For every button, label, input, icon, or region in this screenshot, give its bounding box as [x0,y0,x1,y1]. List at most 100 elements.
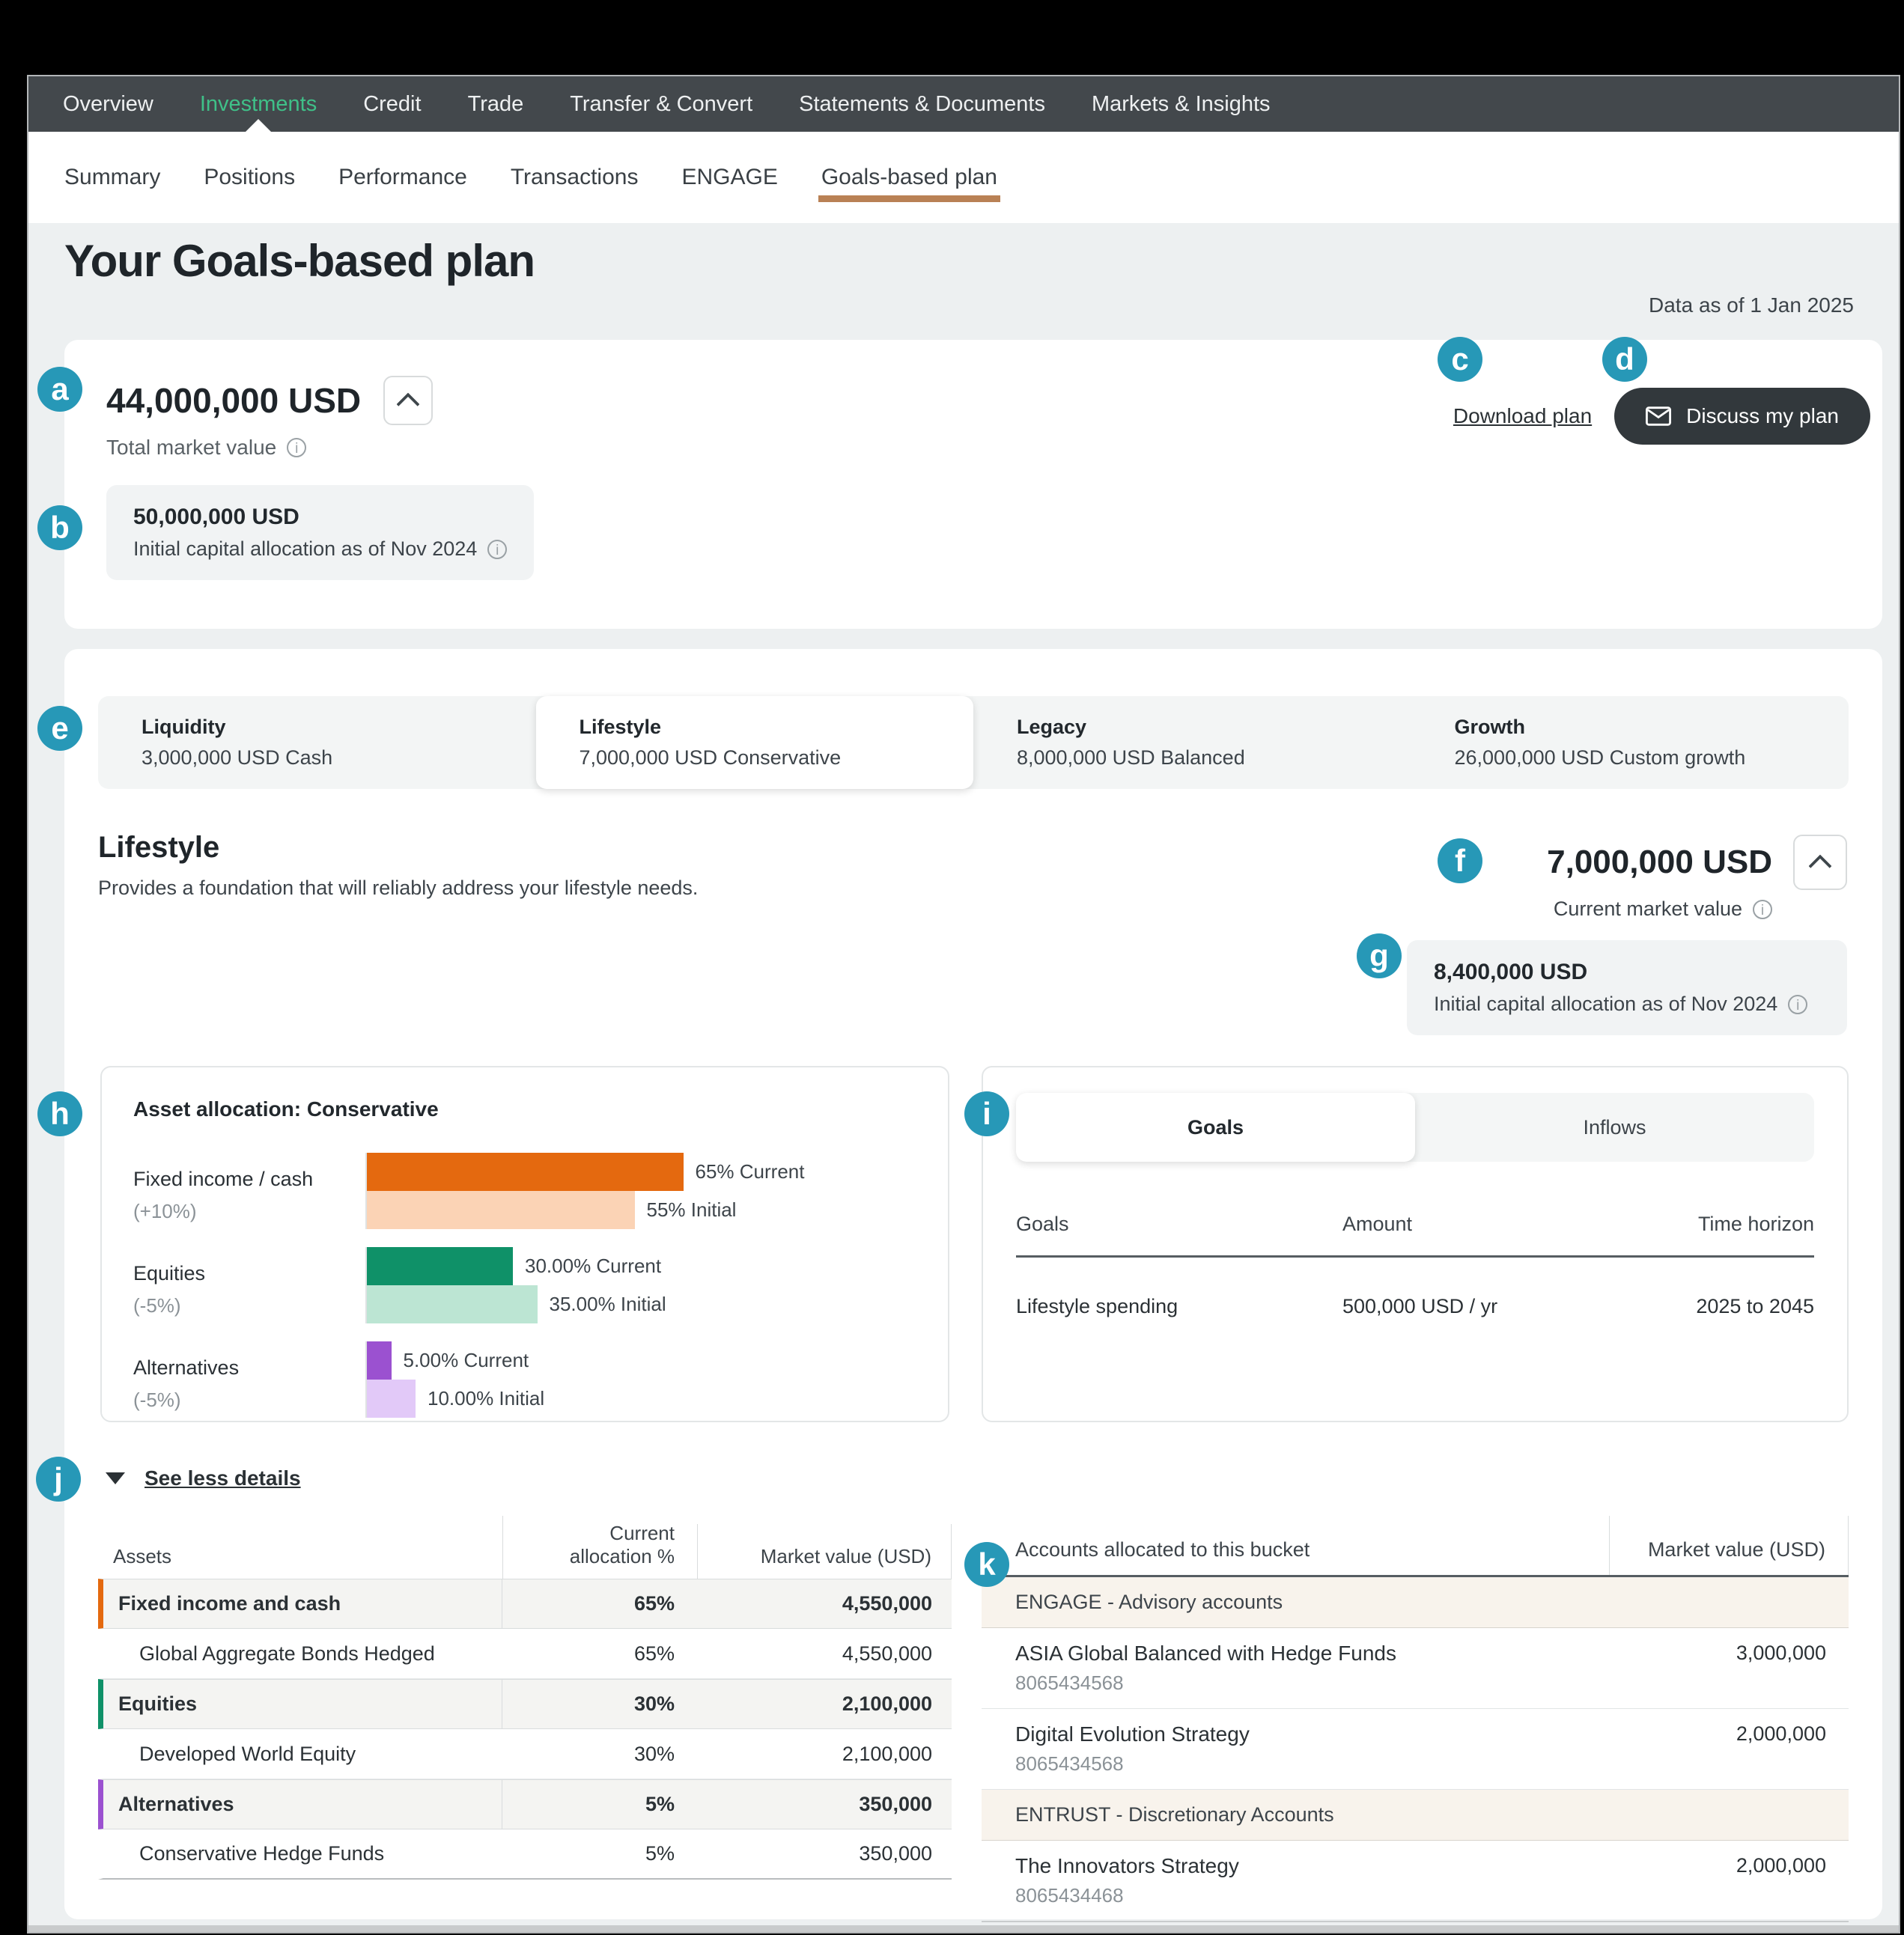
top-nav-item[interactable]: Overview [63,76,153,132]
accounts-header-value: Market value (USD) [1609,1516,1849,1575]
bucket-name: Legacy [1017,716,1087,738]
assets-table-row[interactable]: Conservative Hedge Funds 5% 350,000 [98,1829,952,1880]
account-name: Digital Evolution Strategy [1015,1722,1250,1746]
asset-name: Conservative Hedge Funds [139,1842,385,1865]
asset-allocation: 30% [633,1742,675,1765]
account-name: ENGAGE - Advisory accounts [1015,1591,1283,1613]
top-nav-item[interactable]: Statements & Documents [799,76,1045,132]
info-icon[interactable] [287,438,307,457]
account-value: 2,000,000 [1736,1722,1826,1745]
accounts-table-row[interactable]: ASIA Global Balanced with Hedge Funds 3,… [982,1628,1849,1709]
asset-allocation: 30% [633,1692,675,1715]
bucket-tab[interactable]: Legacy 8,000,000 USD Balanced [973,696,1411,789]
window-bottom-bar [28,1925,1899,1932]
top-nav-label: Credit [363,91,422,116]
initial-allocation-value: 50,000,000 USD [133,505,299,529]
asset-name: Developed World Equity [139,1742,356,1765]
page-title: Your Goals-based plan [64,236,535,286]
sub-navbar: Summary Positions Performance Transactio… [28,132,1899,223]
sub-nav-label: Goals-based plan [821,165,997,189]
goal-amount: 500,000 USD / yr [1342,1295,1498,1317]
asset-value: 350,000 [859,1793,932,1815]
bucket-detail: 26,000,000 USD Custom growth [1454,746,1746,769]
asset-name: Alternatives [103,1780,502,1829]
top-nav-label: Statements & Documents [799,91,1045,116]
asset-allocation-panel: Asset allocation: Conservative Fixed inc… [100,1066,949,1422]
accounts-table-body: ENGAGE - Advisory accounts ASIA Global B… [982,1577,1849,1922]
download-plan-link[interactable]: Download plan [1453,404,1593,427]
goal-name: Lifestyle spending [1016,1295,1178,1317]
bucket-section-title: Lifestyle [98,831,220,864]
asset-value: 350,000 [859,1842,932,1865]
top-nav-label: Trade [467,91,524,116]
asset-allocation: 5% [645,1793,675,1815]
sub-nav-item[interactable]: Transactions [511,132,639,223]
annotation-marker-i: i [964,1091,1009,1136]
accounts-table-row[interactable]: ENTRUST - Discretionary Accounts [982,1790,1849,1841]
sub-nav-item[interactable]: ENGAGE [681,132,777,223]
asset-allocation-chart: Fixed income / cash (+10%) 65% Current [133,1153,925,1418]
accounts-table-row[interactable]: Digital Evolution Strategy 2,000,000 806… [982,1709,1849,1790]
see-less-details-toggle[interactable]: See less details [106,1466,301,1490]
annotation-marker-d: d [1602,337,1647,382]
initial-allocation-value: 35.00% Initial [549,1293,666,1315]
accounts-table-row[interactable]: The Innovators Strategy 2,000,000 806543… [982,1841,1849,1922]
accounts-table-row[interactable]: ENGAGE - Advisory accounts [982,1577,1849,1628]
sub-nav-item[interactable]: Goals-based plan [818,132,1001,223]
allocation-category-label: Alternatives [133,1356,240,1379]
top-nav-label: Investments [199,91,317,116]
goals-plan-card: Liquidity 3,000,000 USD Cash Lifestyle 7… [64,649,1882,1922]
sub-nav-item[interactable]: Performance [338,132,467,223]
assets-table-row[interactable]: Global Aggregate Bonds Hedged 65% 4,550,… [98,1629,952,1679]
sub-nav-item[interactable]: Positions [204,132,295,223]
current-allocation-bar [367,1341,392,1380]
data-as-of: Data as of 1 Jan 2025 [1649,293,1854,317]
bucket-tab[interactable]: Growth 26,000,000 USD Custom growth [1411,696,1849,789]
collapse-bucket-button[interactable] [1793,835,1847,890]
assets-table-row[interactable]: Fixed income and cash 65% 4,550,000 [98,1579,952,1629]
initial-allocation-label: Initial capital allocation as of Nov 202… [133,537,478,560]
info-icon[interactable] [1753,899,1772,919]
top-nav-item[interactable]: Trade [468,76,524,132]
sub-nav-item[interactable]: Summary [64,132,160,223]
assets-table-row[interactable]: Equities 30% 2,100,000 [98,1679,952,1729]
top-nav-item[interactable]: Investments [200,76,317,132]
tab-goals[interactable]: Goals [1016,1093,1415,1162]
bucket-detail: 3,000,000 USD Cash [142,746,333,769]
asset-value: 4,550,000 [842,1592,932,1615]
goals-table-header: Goals Amount Time horizon [1016,1213,1814,1258]
app-window: Overview Investments Credit Trade Transf… [27,75,1900,1934]
info-icon[interactable] [487,539,508,559]
tab-inflows[interactable]: Inflows [1583,1115,1646,1139]
initial-allocation-bar [367,1380,416,1418]
allocation-category-label: Equities [133,1262,206,1285]
account-value: 2,000,000 [1736,1854,1826,1877]
bucket-selector: Liquidity 3,000,000 USD Cash Lifestyle 7… [98,696,1849,789]
annotation-marker-a: a [37,367,82,412]
top-nav-item[interactable]: Transfer & Convert [570,76,752,132]
account-value: 3,000,000 [1736,1642,1826,1664]
assets-table-row[interactable]: Developed World Equity 30% 2,100,000 [98,1729,952,1779]
bucket-name: Growth [1454,716,1526,738]
discuss-my-plan-button[interactable]: Discuss my plan [1614,388,1870,445]
goals-tabstrip: Goals Inflows [1016,1093,1814,1162]
account-name: ASIA Global Balanced with Hedge Funds [1015,1642,1396,1665]
chevron-up-icon [396,392,420,416]
bucket-initial-label: Initial capital allocation as of Nov 202… [1434,993,1778,1015]
allocation-row: Fixed income / cash (+10%) 65% Current [133,1153,925,1229]
allocation-delta-label: (+10%) [133,1200,197,1222]
bucket-section-header: Lifestyle Provides a foundation that wil… [98,831,997,900]
info-icon[interactable] [1788,994,1808,1014]
assets-header-allocation: Current allocation % [569,1522,675,1567]
bucket-detail: 7,000,000 USD Conservative [579,746,842,769]
top-nav-item[interactable]: Markets & Insights [1092,76,1271,132]
total-market-value: 44,000,000 USD [106,381,362,420]
sub-nav-label: Positions [204,165,296,189]
bucket-tab[interactable]: Lifestyle 7,000,000 USD Conservative [535,696,973,789]
top-nav-item[interactable]: Credit [363,76,421,132]
collapse-total-button[interactable] [383,376,434,425]
assets-table-row[interactable]: Alternatives 5% 350,000 [98,1779,952,1829]
total-market-value-label: Total market value [106,436,277,459]
bucket-tab[interactable]: Liquidity 3,000,000 USD Cash [98,696,536,789]
